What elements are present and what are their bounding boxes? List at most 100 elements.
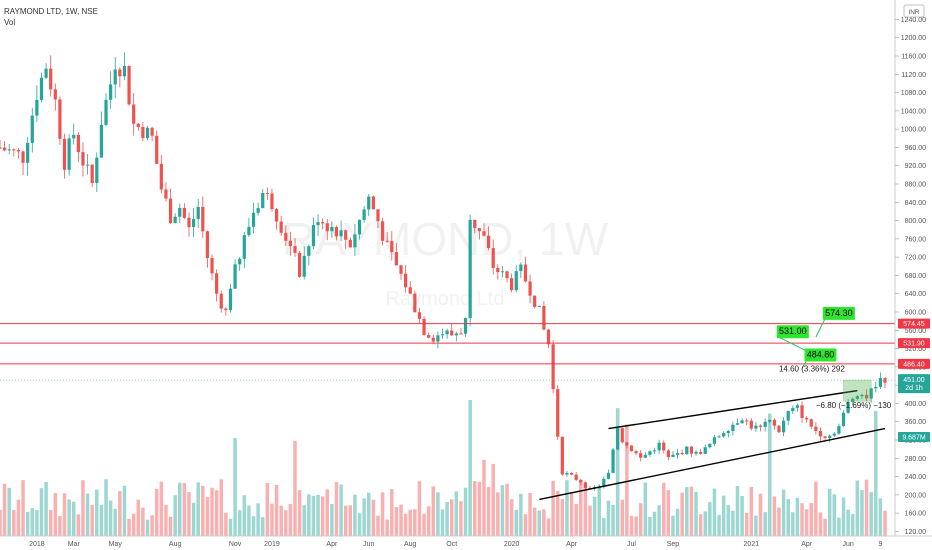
- price-tick-label: 840.00: [905, 200, 927, 207]
- level-price-tag: [898, 318, 930, 329]
- volume-bar: [860, 490, 864, 536]
- volume-bar: [265, 482, 270, 536]
- candle-body: [473, 219, 477, 229]
- volume-bar: [316, 494, 320, 536]
- volume-bar: [864, 479, 869, 536]
- candle-body: [560, 436, 564, 475]
- volume-bar: [260, 517, 265, 536]
- volume-bar: [740, 496, 744, 536]
- candle-body: [427, 335, 431, 338]
- candle-body: [731, 424, 735, 431]
- candle-body: [574, 474, 578, 480]
- candle-body: [90, 164, 94, 184]
- volume-bar: [145, 519, 150, 536]
- candle-body: [611, 449, 615, 473]
- candle-body: [832, 433, 836, 436]
- candle-body: [814, 426, 818, 432]
- volume-bar: [721, 495, 726, 536]
- volume-bar: [353, 494, 357, 536]
- volume-indicator-label[interactable]: Vol: [4, 18, 16, 27]
- volume-bar: [330, 504, 334, 536]
- candle-body: [141, 126, 145, 139]
- volume-bar: [846, 509, 850, 536]
- volume-bar: [150, 515, 154, 536]
- candle-body: [781, 420, 786, 433]
- volume-bar: [597, 485, 601, 536]
- candle-body: [685, 446, 689, 455]
- candle-body: [523, 264, 528, 282]
- candle-body: [85, 164, 90, 166]
- volume-bar: [251, 516, 256, 536]
- candle-body: [228, 288, 233, 311]
- candle-body: [201, 206, 205, 232]
- time-axis[interactable]: 2018 Mar May Aug Nov 2019 Apr Jun Aug Oct 2020 Apr J…: [29, 541, 882, 548]
- candle-body: [53, 89, 57, 100]
- candle-body: [99, 124, 104, 158]
- candle-body: [127, 65, 131, 105]
- currency-badge-text: INR: [908, 9, 920, 16]
- candle-body: [486, 235, 491, 249]
- candle-body: [196, 206, 200, 219]
- candle-body: [878, 378, 883, 387]
- price-tick-label: 1240.00: [901, 17, 926, 24]
- candle-body: [722, 433, 726, 437]
- candle-body: [648, 451, 652, 455]
- volume-bar: [555, 490, 560, 536]
- candle-body: [533, 295, 537, 307]
- candle-body: [394, 252, 399, 266]
- candle-body: [459, 333, 463, 335]
- candle-body: [316, 222, 320, 226]
- candle-body: [745, 420, 749, 422]
- volume-bar: [357, 513, 362, 536]
- price-tick-label: 360.00: [905, 419, 927, 426]
- channel-trendline: [608, 389, 858, 430]
- volume-bar: [228, 518, 233, 536]
- candle-body: [168, 198, 173, 224]
- candle-body: [251, 212, 256, 227]
- candle-body: [680, 452, 684, 455]
- currency-badge[interactable]: INR: [903, 4, 925, 18]
- volume-bar: [473, 481, 477, 536]
- candle-body: [224, 308, 228, 311]
- candle-body: [482, 231, 486, 236]
- volume-bar: [67, 499, 71, 536]
- volume-bar: [348, 505, 353, 536]
- candle-body: [703, 447, 707, 454]
- candle-body: [367, 196, 371, 210]
- candle-body: [860, 394, 864, 397]
- candle-body: [325, 223, 329, 232]
- volume-bar: [666, 490, 671, 536]
- volume-bar: [205, 497, 210, 536]
- candle-body: [95, 157, 99, 184]
- price-tick-label: 280.00: [905, 456, 927, 463]
- price-tick-label: 1080.00: [901, 90, 926, 97]
- volume-bar: [454, 491, 459, 536]
- candle-body: [58, 99, 62, 139]
- price-tick-label: 240.00: [905, 474, 927, 481]
- volume-bar: [343, 505, 348, 536]
- candle-body: [768, 419, 772, 422]
- price-tick-label: 1160.00: [901, 54, 926, 61]
- candle-body: [625, 442, 629, 446]
- volume-bar: [224, 512, 228, 536]
- volume-bar: [809, 502, 814, 536]
- volume-bar: [99, 505, 104, 536]
- candle-body: [104, 99, 108, 125]
- volume-bar: [827, 488, 832, 536]
- symbol-title[interactable]: RAYMOND LTD, 1W, NSE: [4, 7, 98, 16]
- volume-bar: [850, 513, 855, 536]
- volume-bar: [675, 508, 680, 536]
- volume-bar: [122, 485, 127, 536]
- volume-bar: [537, 510, 542, 536]
- volume-bar: [874, 410, 878, 536]
- volume-bar: [611, 504, 615, 536]
- time-tick-label: Jun: [363, 541, 374, 548]
- candle-body: [662, 442, 666, 451]
- volume-bar: [219, 479, 224, 536]
- volume-bar: [440, 509, 445, 536]
- price-tick-label: 1120.00: [901, 72, 926, 79]
- candle-body: [786, 411, 790, 421]
- candle-body: [616, 428, 620, 450]
